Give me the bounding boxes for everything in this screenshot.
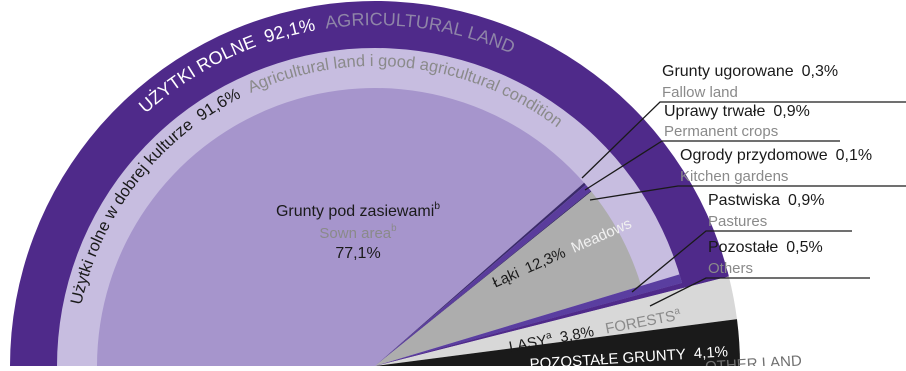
fallow-callout-label-en: Fallow land: [662, 84, 738, 101]
meadows-slice: [375, 191, 642, 366]
fallow-callout-label-pl: Grunty ugorowane 0,3%: [662, 63, 838, 80]
chart-wedges: [9, 0, 740, 367]
pastures-leader-line: [631, 230, 852, 293]
others-callout-label-pl: Pozostałe 0,5%: [708, 239, 823, 256]
sown-area-value: 77,1%: [335, 245, 380, 262]
kitchen-callout-label-en: Kitchen gardens: [680, 168, 788, 185]
other-land-slice: [375, 319, 740, 366]
kitchen-leader-line: [589, 185, 906, 201]
permanent-leader-line: [584, 140, 840, 191]
forests-slice: [375, 276, 737, 366]
others-slice: [375, 270, 729, 366]
others-callout-label-en: Others: [708, 260, 753, 277]
pastures-slice: [375, 274, 682, 366]
fallow-leader-line: [581, 101, 906, 179]
sown-area-label-en: Sown areab: [319, 223, 397, 242]
sown-area-label-pl: Grunty pod zasiewamib: [276, 201, 440, 220]
permanent-callout-label-pl: Uprawy trwałe 0,9%: [664, 103, 810, 120]
others-leader-line: [649, 277, 870, 307]
kitchen-gardens-slice: [375, 190, 592, 366]
permanent-crops-slice: [375, 184, 591, 366]
pastures-callout-label-pl: Pastwiska 0,9%: [708, 192, 825, 209]
pastures-callout-label-en: Pastures: [708, 213, 767, 230]
permanent-callout-label-en: Permanent crops: [664, 123, 778, 140]
leader-lines: [581, 101, 906, 307]
fallow-land-slice: [375, 182, 586, 366]
kitchen-callout-label-pl: Ogrody przydomowe 0,1%: [680, 147, 872, 164]
sown-area-slice: [97, 87, 585, 367]
